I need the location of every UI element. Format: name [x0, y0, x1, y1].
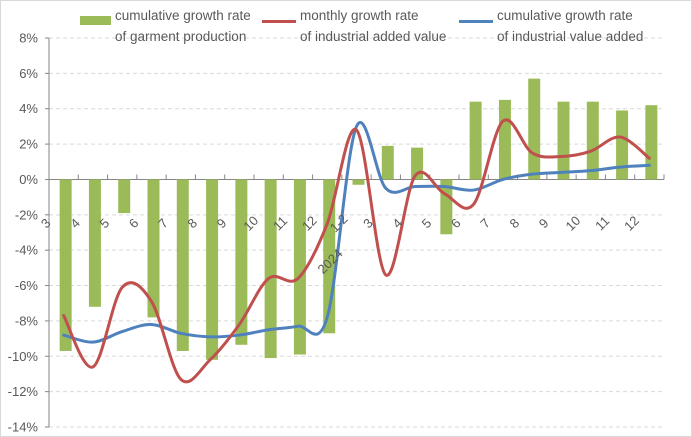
x-tick-label: 9 [536, 215, 552, 231]
line-series [62, 118, 651, 384]
bar-garment-production [352, 179, 365, 185]
x-tick-label: 8 [507, 215, 523, 231]
line-monthly-industrial-added-value [62, 118, 651, 384]
x-tick-label: 7 [477, 215, 493, 231]
bar-garment-production [645, 105, 658, 180]
x-tick-label: 6 [126, 215, 142, 231]
legend: cumulative growth rate of garment produc… [80, 8, 643, 44]
legend-item-garment: cumulative growth rate of garment produc… [80, 8, 251, 44]
legend-label-monthly-line1: monthly growth rate [300, 8, 419, 23]
bar-garment-production [498, 99, 511, 180]
y-tick-label: 4% [19, 101, 38, 116]
bar-garment-production [528, 78, 541, 180]
bar-garment-production [381, 145, 394, 180]
x-tick-label: 12 [621, 213, 642, 234]
bar-garment-production [557, 101, 570, 180]
bar-garment-production [586, 101, 599, 180]
bar-garment-production [118, 179, 131, 214]
bar-garment-production [59, 179, 72, 351]
y-tick-label: 0% [19, 172, 38, 187]
bar-garment-production [235, 179, 248, 345]
legend-swatch-garment [80, 16, 111, 25]
bar-garment-production [293, 179, 306, 355]
bar-garment-production [264, 179, 277, 359]
y-tick-label: -8% [15, 313, 39, 328]
y-tick-label: -6% [15, 278, 39, 293]
y-tick-label: -10% [8, 349, 39, 364]
x-tick-label: 10 [563, 213, 584, 234]
legend-label-garment-line1: cumulative growth rate [115, 8, 251, 23]
y-tick-label: -14% [8, 420, 39, 435]
legend-label-monthly-line2: of industrial added value [300, 29, 446, 44]
bar-garment-production [469, 101, 482, 180]
x-tick-label: 3 [38, 215, 54, 231]
y-tick-label: 2% [19, 137, 38, 152]
legend-swatch-monthly [262, 20, 296, 23]
y-tick-label: -12% [8, 384, 39, 399]
bar-garment-production [88, 179, 101, 307]
y-tick-label: -2% [15, 207, 39, 222]
bar-series [59, 78, 658, 360]
legend-label-cumulative-line2: of industrial value added [497, 29, 643, 44]
y-tick-label: 6% [19, 66, 38, 81]
y-tick-label: -4% [15, 243, 39, 258]
bar-garment-production [616, 110, 629, 180]
x-tick-label: 11 [592, 213, 612, 233]
legend-label-garment-line2: of garment production [115, 29, 246, 44]
legend-swatch-cumulative [459, 20, 493, 23]
y-tick-label: 8% [19, 31, 38, 46]
y-axis-labels: 8% 6% 4% 2% 0% -2% -4% -6% -8% -10% -12% -14% [8, 31, 39, 435]
line-cumulative-industrial-value-added [62, 121, 651, 344]
bar-garment-production [206, 179, 219, 360]
bar-garment-production [176, 179, 189, 351]
legend-item-cumulative: cumulative growth rate of industrial val… [459, 8, 643, 44]
bar-garment-production [147, 179, 160, 318]
legend-item-monthly: monthly growth rate of industrial added … [262, 8, 446, 44]
x-tick-label: 5 [419, 215, 435, 231]
legend-label-cumulative-line1: cumulative growth rate [497, 8, 633, 23]
